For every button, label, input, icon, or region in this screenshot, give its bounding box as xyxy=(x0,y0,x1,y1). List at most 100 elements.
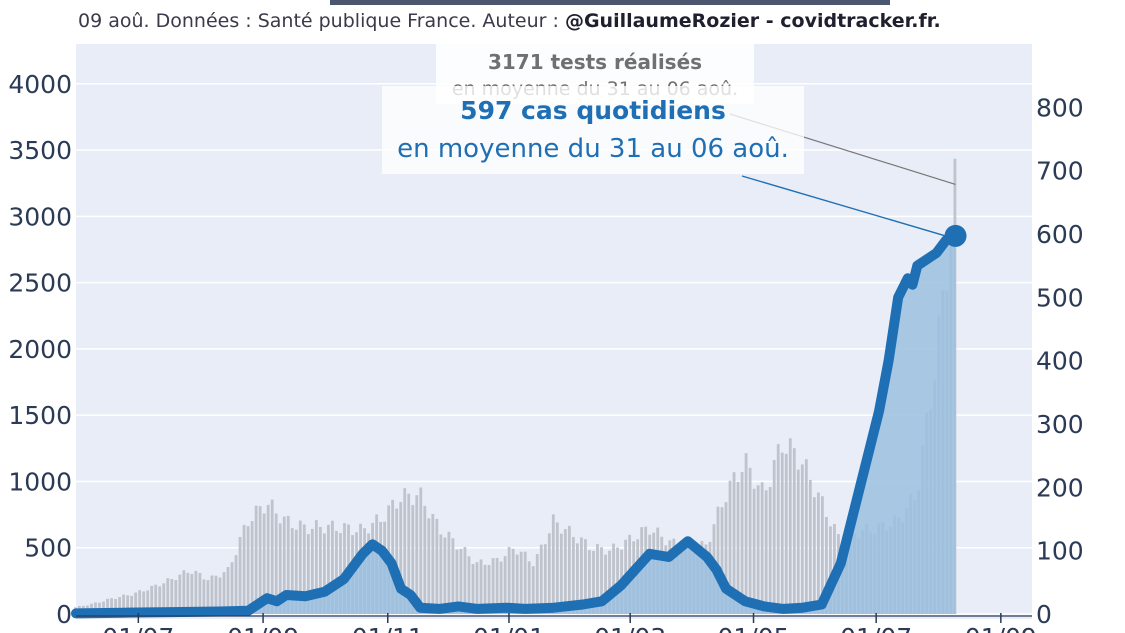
cases-area xyxy=(76,235,956,614)
right-tick-label: 100 xyxy=(1036,537,1084,566)
tests-bar xyxy=(543,544,547,614)
subtitle: 09 aoû. Données : Santé publique France.… xyxy=(78,10,941,32)
tests-bar xyxy=(588,550,591,614)
tests-bar xyxy=(439,534,443,614)
left-tick-label: 2500 xyxy=(8,269,72,298)
tests-bar xyxy=(584,539,587,614)
subtitle-author: @GuillaumeRozier - covidtracker.fr. xyxy=(564,10,941,32)
right-tick-label: 300 xyxy=(1036,410,1084,439)
x-tick-label: 01/07 xyxy=(102,623,174,633)
tests-bar xyxy=(327,524,330,614)
tests-bar xyxy=(162,583,166,614)
tests-bar xyxy=(395,508,399,614)
tests-bar xyxy=(278,523,282,614)
tests-bar xyxy=(122,594,125,614)
tests-bar xyxy=(435,518,439,614)
tests-bar xyxy=(772,460,776,614)
tests-bar xyxy=(519,551,523,614)
tests-bar xyxy=(194,570,198,614)
tests-bar xyxy=(258,506,262,614)
tests-bar xyxy=(290,528,294,614)
tests-bar xyxy=(254,505,258,614)
tests-bar xyxy=(756,485,760,614)
tests-bar xyxy=(407,493,411,614)
left-tick-label: 500 xyxy=(24,534,72,563)
right-tick-label: 200 xyxy=(1036,473,1084,502)
tests-bar xyxy=(491,558,495,614)
tests-bar xyxy=(130,595,134,614)
tests-bar xyxy=(760,482,764,614)
tests-bar xyxy=(226,567,230,614)
tests-bar xyxy=(531,566,535,614)
right-tick-label: 700 xyxy=(1036,157,1084,186)
tests-bar xyxy=(182,570,186,614)
tests-bar xyxy=(399,502,403,614)
latest-cases-marker xyxy=(944,224,967,247)
tests-annotation-value: 3171 tests réalisés xyxy=(487,50,703,74)
tests-bar xyxy=(335,530,338,614)
tests-bar xyxy=(306,534,310,614)
x-tick-label: 01/05 xyxy=(717,623,789,633)
tests-bar xyxy=(246,526,250,614)
tests-bar xyxy=(547,533,551,614)
left-axis-tick-labels: 0 500 1000 1500 2000 2500 3000 3500 4000 xyxy=(8,70,72,629)
tests-bar xyxy=(804,459,808,614)
title-strip xyxy=(330,0,890,5)
right-tick-label: 600 xyxy=(1036,220,1084,249)
tests-bar xyxy=(499,561,503,614)
tests-bar xyxy=(515,554,519,614)
tests-bar xyxy=(198,572,202,614)
tests-bar xyxy=(419,487,423,614)
tests-bar xyxy=(447,531,451,614)
tests-bar xyxy=(471,564,475,614)
tests-bar xyxy=(507,547,511,614)
x-tick-label: 01/09 xyxy=(227,623,299,633)
tests-bar xyxy=(202,579,206,614)
tests-bar xyxy=(580,537,583,614)
tests-bar xyxy=(571,537,575,614)
right-tick-label: 0 xyxy=(1036,600,1052,629)
tests-bar xyxy=(138,590,142,614)
x-axis-tick-labels: 01/07 01/09 01/11 01/01 01/03 01/05 01/07 01/09 xyxy=(76,613,1037,633)
tests-bar xyxy=(567,525,571,614)
tests-bar xyxy=(310,528,314,614)
tests-bar xyxy=(270,499,274,614)
tests-bar xyxy=(716,506,720,614)
x-tick-label: 01/09 xyxy=(965,623,1037,633)
tests-bar xyxy=(555,522,559,614)
tests-bar xyxy=(748,467,752,614)
tests-bar xyxy=(527,561,531,614)
right-tick-label: 400 xyxy=(1036,347,1084,376)
cases-annotation-period: en moyenne du 31 au 06 aoû. xyxy=(397,134,789,164)
tests-bar xyxy=(744,453,748,614)
cases-line xyxy=(71,230,961,619)
left-tick-label: 1500 xyxy=(8,401,72,430)
tests-bar xyxy=(592,551,595,614)
tests-bar xyxy=(511,548,515,614)
cases-annotation-value: 597 cas quotidiens xyxy=(460,96,726,125)
tests-bar xyxy=(427,518,431,614)
tests-bar xyxy=(274,513,278,614)
tests-bar xyxy=(210,575,214,614)
tests-bar xyxy=(451,538,455,614)
tests-bar xyxy=(322,533,326,614)
left-tick-label: 4000 xyxy=(8,70,72,99)
left-tick-label: 3000 xyxy=(8,202,72,231)
tests-bar xyxy=(808,479,812,614)
tests-bar xyxy=(616,547,619,614)
tests-bar xyxy=(776,444,780,614)
tests-bar xyxy=(110,598,113,614)
tests-bar xyxy=(788,438,792,614)
right-axis-tick-labels: 0 100 200 300 400 500 600 700 800 xyxy=(1036,93,1084,629)
tests-bar xyxy=(443,537,447,614)
tests-bar xyxy=(563,529,567,614)
tests-bar xyxy=(178,574,182,614)
tests-bar xyxy=(736,481,740,614)
cases-annotation: 597 cas quotidiens en moyenne du 31 au 0… xyxy=(382,86,804,174)
subtitle-source: 09 aoû. Données : Santé publique France.… xyxy=(78,10,565,32)
tests-bar xyxy=(728,480,732,614)
tests-bar xyxy=(780,452,784,614)
tests-bar xyxy=(403,488,407,614)
tests-bar xyxy=(102,601,105,614)
tests-bar xyxy=(812,497,816,614)
